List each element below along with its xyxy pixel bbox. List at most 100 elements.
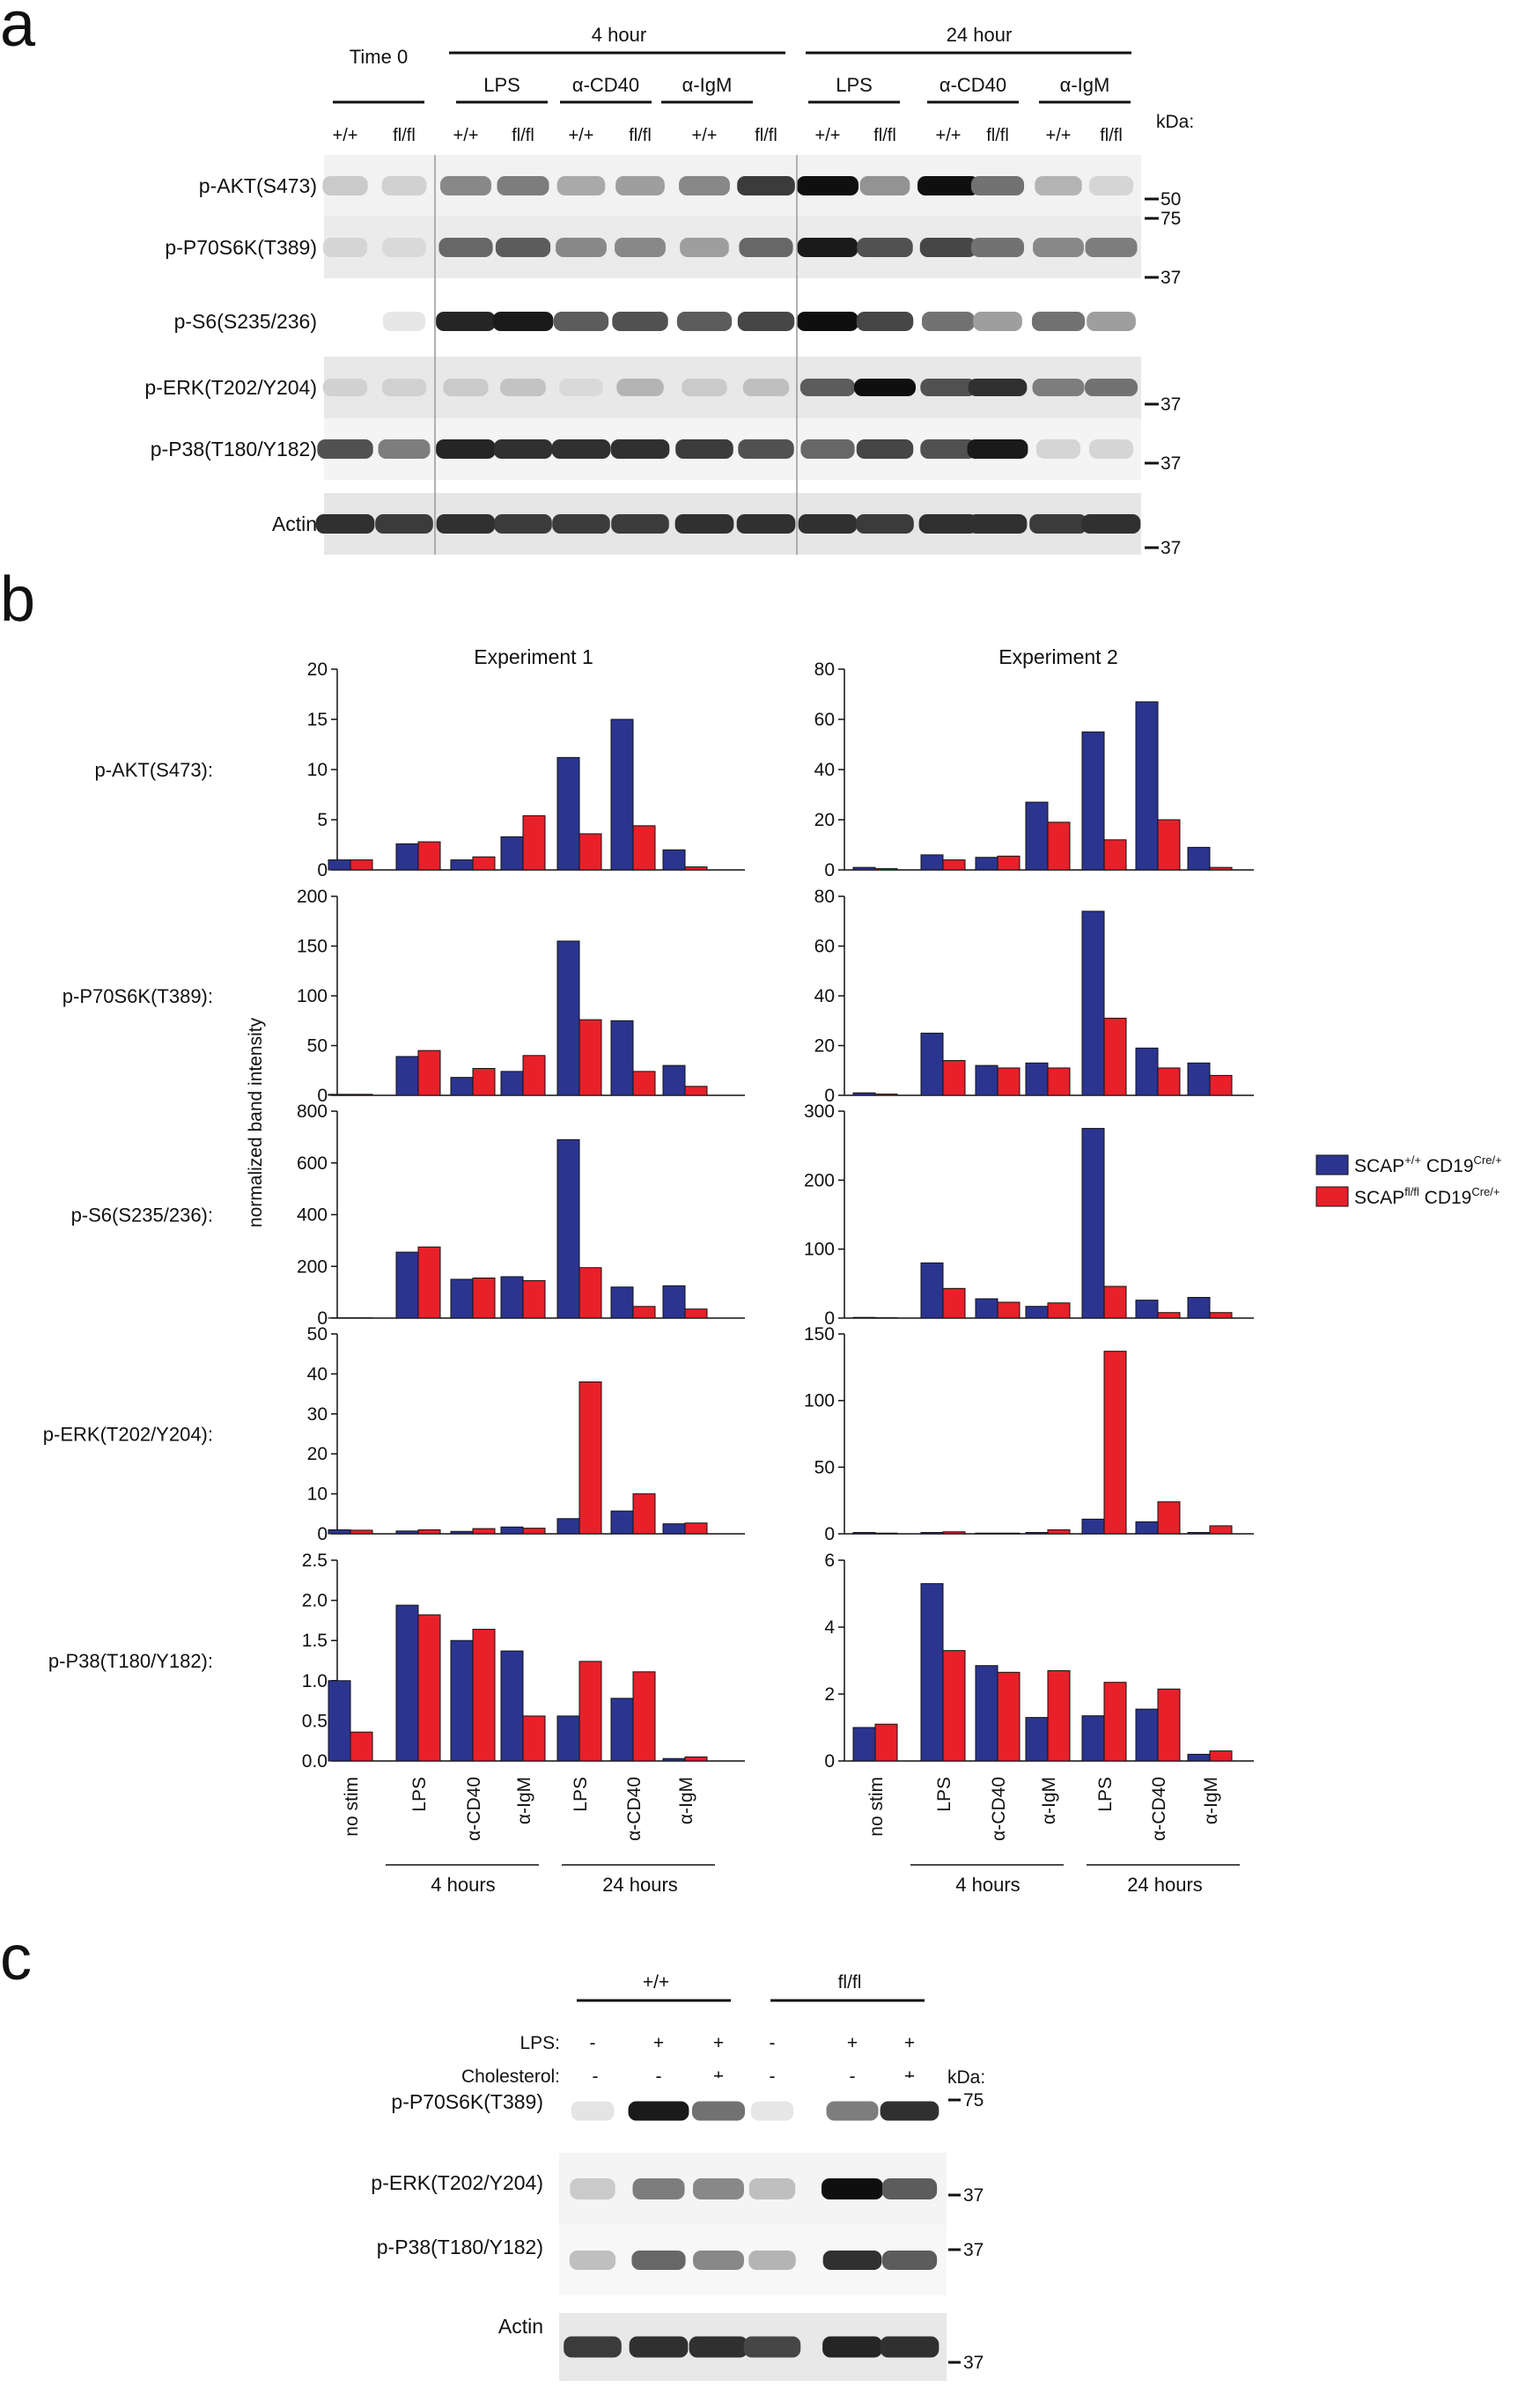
bar-wt [1187, 1531, 1211, 1535]
y-tick-label: 400 [297, 1205, 328, 1226]
row-label: p-P70S6K(T389): [63, 985, 213, 1007]
bar-wt [852, 1531, 876, 1535]
blot-band [1088, 439, 1134, 459]
y-tick-label: 10 [307, 1485, 328, 1505]
legend: SCAP+/+ CD19Cre/+ SCAPfl/fl CD19Cre/+ [1315, 1153, 1502, 1208]
blot-band [693, 2178, 744, 2199]
y-tick-label: 0 [317, 1086, 328, 1106]
genotype-labels: +/+ fl/fl +/+ fl/fl +/+ fl/fl +/+ fl/fl +/+ fl/fl… [333, 126, 1123, 145]
y-tick-label: 0.0 [302, 1751, 328, 1772]
x-category-label: α-IgM [1201, 1777, 1221, 1824]
group-ko-label: fl/fl [838, 1972, 862, 1993]
bar-ko [997, 855, 1021, 871]
cholesterol-sign: - [770, 2067, 776, 2087]
blot-band [797, 176, 858, 195]
cholesterol-sign: - [656, 2067, 662, 2087]
y-tick-label: 200 [804, 1170, 835, 1190]
group-24h-label: 24 hour [947, 24, 1013, 46]
blot-label: p-P38(T180/Y182) [151, 438, 317, 460]
y-tick-label: 100 [804, 1240, 835, 1260]
blot-band [798, 514, 858, 534]
bar-wt [1135, 1521, 1159, 1535]
blot-band [493, 439, 553, 459]
x-category-label: α-CD40 [989, 1777, 1009, 1841]
bar-ko [350, 1529, 373, 1535]
blot-band [494, 514, 552, 534]
experiment-2-title: Experiment 2 [998, 645, 1118, 668]
blot-band [436, 312, 496, 331]
legend-swatch-ko [1315, 1186, 1349, 1207]
blot-band [881, 2251, 938, 2270]
bar-wt [500, 1650, 524, 1762]
y-tick-label: 600 [297, 1153, 328, 1174]
x-category-label: α-IgM [1039, 1777, 1059, 1824]
marker-label: 37 [963, 2240, 984, 2260]
x-group-label: 24 hours [1127, 1874, 1203, 1896]
blot-band [918, 514, 978, 534]
bar-ko [632, 1071, 656, 1096]
y-tick-label: 2.0 [302, 1591, 328, 1611]
chart-10: 0 2 4 6 [824, 1551, 1254, 1772]
kda-label-c: kDa: [947, 2067, 985, 2088]
x-category-label: LPS [409, 1777, 430, 1812]
blot-label: p-AKT(S473) [199, 174, 317, 197]
blot-band [679, 176, 730, 195]
blot-band [970, 176, 1025, 195]
genotype-label: fl/fl [393, 126, 416, 145]
genotype-label: fl/fl [986, 126, 1009, 145]
y-tick-label: 0 [824, 860, 835, 880]
bar-ko [522, 814, 546, 871]
bar-wt [1081, 731, 1105, 871]
bar-wt [556, 756, 580, 871]
bar-wt [328, 1529, 351, 1535]
bar-ko [522, 1528, 546, 1535]
bar-ko [522, 1055, 546, 1096]
marker-label: 75 [1161, 209, 1181, 229]
bar-wt [662, 1757, 686, 1762]
marker-label: 37 [1161, 453, 1181, 474]
y-tick-label: 2 [824, 1684, 835, 1705]
chart-6: 0 100 200 300 [804, 1101, 1254, 1329]
x-group-label: 4 hours [431, 1874, 495, 1896]
bar-wt [1135, 1300, 1159, 1319]
bar-ko [1157, 1688, 1181, 1762]
y-tick-label: 4 [824, 1617, 835, 1638]
western-blots-a: p-AKT(S473) p-P70S6K(T389) p-S6(S235/236) p… [144, 155, 1141, 555]
bar-wt [395, 1251, 419, 1319]
blot-band [381, 176, 427, 195]
panel-c: c +/+ fl/fl LPS: Cholesterol: - + + - + +- - + -… [0, 1923, 985, 2381]
bar-wt [1025, 1531, 1049, 1535]
blot-band [826, 2101, 879, 2121]
marker-label: 75 [963, 2090, 984, 2111]
blot-band [317, 439, 373, 459]
bar-wt [920, 854, 944, 871]
bar-wt [662, 1285, 686, 1319]
bar-ko [472, 1528, 496, 1535]
bar-ko [472, 1277, 496, 1319]
y-tick-label: 0 [824, 1308, 835, 1329]
blot-band [610, 439, 670, 459]
chart-7: 0 10 20 30 40 50 [307, 1324, 745, 1544]
bar-wt [1187, 1297, 1211, 1319]
blot-band [967, 439, 1028, 459]
blot-band [1085, 238, 1138, 257]
lps-sign: - [770, 2033, 776, 2053]
bar-ko [1209, 1750, 1233, 1762]
blot-band [742, 379, 790, 396]
bar-wt [556, 1518, 580, 1535]
blot-band [676, 312, 733, 331]
y-tick-label: 0 [824, 1086, 835, 1106]
bar-wt [920, 1032, 944, 1096]
bar-wt [975, 1665, 998, 1762]
blot-band [917, 176, 979, 195]
bar-wt [328, 859, 351, 871]
blot-band [612, 312, 668, 331]
blot-band [736, 514, 796, 534]
blot-band [1031, 312, 1086, 331]
x-axis-labels: no stim LPS α-CD40 α-IgM LPS α-CD40 α-IgM 4 hou… [342, 1777, 1240, 1896]
y-tick-label: 20 [307, 659, 328, 680]
blot-band [748, 2251, 796, 2270]
x-category-label: no stim [866, 1777, 887, 1837]
bar-ko [578, 833, 602, 871]
